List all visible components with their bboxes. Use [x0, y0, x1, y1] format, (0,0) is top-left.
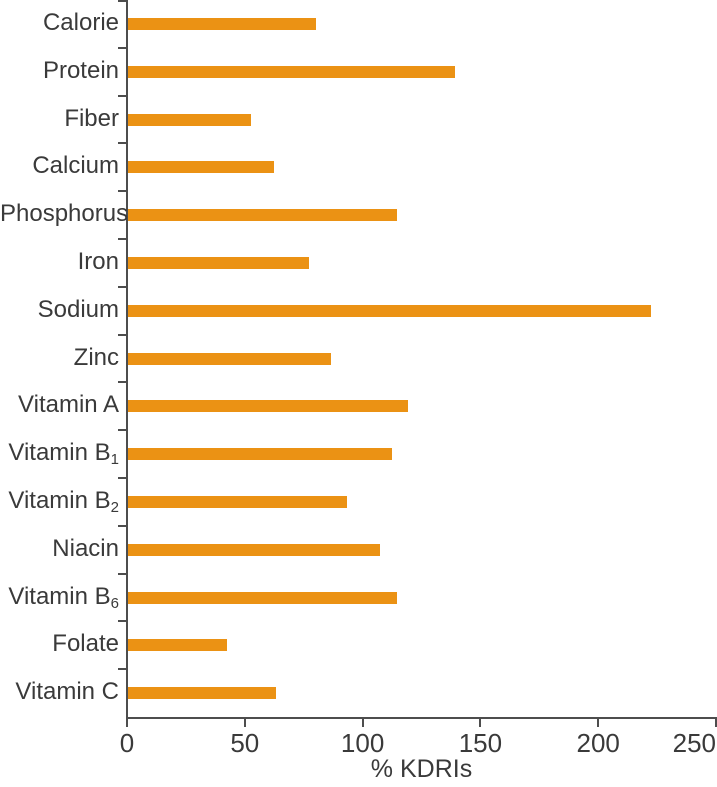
- category-label: Sodium: [37, 295, 119, 323]
- bar: [128, 352, 331, 365]
- y-axis-tick: [118, 524, 126, 527]
- bar: [128, 304, 652, 317]
- y-axis-tick: [118, 477, 126, 479]
- category-label: Vitamin B1: [8, 439, 119, 469]
- bar: [128, 113, 251, 126]
- bar: [128, 65, 456, 78]
- subscript: 2: [110, 498, 119, 516]
- bar: [128, 209, 397, 222]
- category-label: Folate: [52, 630, 119, 658]
- x-axis-tick: [479, 719, 482, 727]
- x-axis-line: [126, 717, 717, 719]
- y-axis-tick: [118, 142, 126, 145]
- x-axis-tick: [126, 719, 128, 727]
- x-axis-tick: [361, 719, 364, 727]
- bar: [128, 687, 277, 700]
- y-axis-tick: [118, 0, 126, 2]
- category-label: Vitamin A: [18, 391, 119, 419]
- x-tick-label: 50: [230, 728, 260, 758]
- y-axis-tick: [118, 238, 126, 240]
- category-label: Phosphorus: [0, 200, 129, 228]
- y-axis-tick: [118, 333, 126, 336]
- y-axis-tick: [118, 668, 126, 671]
- x-tick-label: 200: [576, 728, 620, 758]
- x-tick-label: 250: [672, 728, 716, 758]
- category-label: Vitamin C: [15, 678, 119, 706]
- bar: [128, 495, 348, 508]
- bar: [128, 17, 317, 30]
- subscript: 1: [110, 451, 119, 469]
- x-tick-label: 150: [458, 728, 503, 758]
- x-axis-tick: [243, 719, 246, 727]
- y-axis-tick: [118, 46, 126, 49]
- bar: [128, 256, 310, 269]
- x-axis-tick: [715, 719, 717, 727]
- y-axis-line: [126, 0, 128, 719]
- category-label: Calcium: [32, 152, 119, 180]
- y-axis-tick: [118, 190, 126, 193]
- y-axis-tick: [118, 620, 126, 623]
- category-label: Fiber: [64, 104, 119, 132]
- y-axis-tick: [118, 94, 126, 97]
- x-tick-label: 0: [119, 728, 135, 758]
- bar: [128, 161, 275, 174]
- y-axis-tick: [118, 572, 126, 575]
- category-label: Calorie: [42, 8, 119, 36]
- category-label: Iron: [77, 247, 119, 275]
- category-label: Vitamin B2: [8, 486, 119, 516]
- subscript: 6: [110, 594, 119, 612]
- bar: [128, 543, 381, 556]
- y-axis-tick: [118, 381, 126, 384]
- category-label: Protein: [42, 56, 119, 84]
- category-label: Niacin: [52, 534, 119, 562]
- x-tick-label: 100: [340, 728, 385, 758]
- x-axis-title: % KDRIs: [370, 755, 473, 783]
- x-axis-tick: [597, 719, 600, 727]
- bar: [128, 591, 397, 604]
- bar: [128, 448, 392, 461]
- bar: [128, 400, 409, 413]
- category-label: Vitamin B6: [8, 582, 119, 612]
- y-axis-tick: [118, 429, 126, 432]
- bar: [128, 639, 227, 652]
- y-axis-tick: [118, 285, 126, 288]
- category-label: Zinc: [73, 343, 119, 371]
